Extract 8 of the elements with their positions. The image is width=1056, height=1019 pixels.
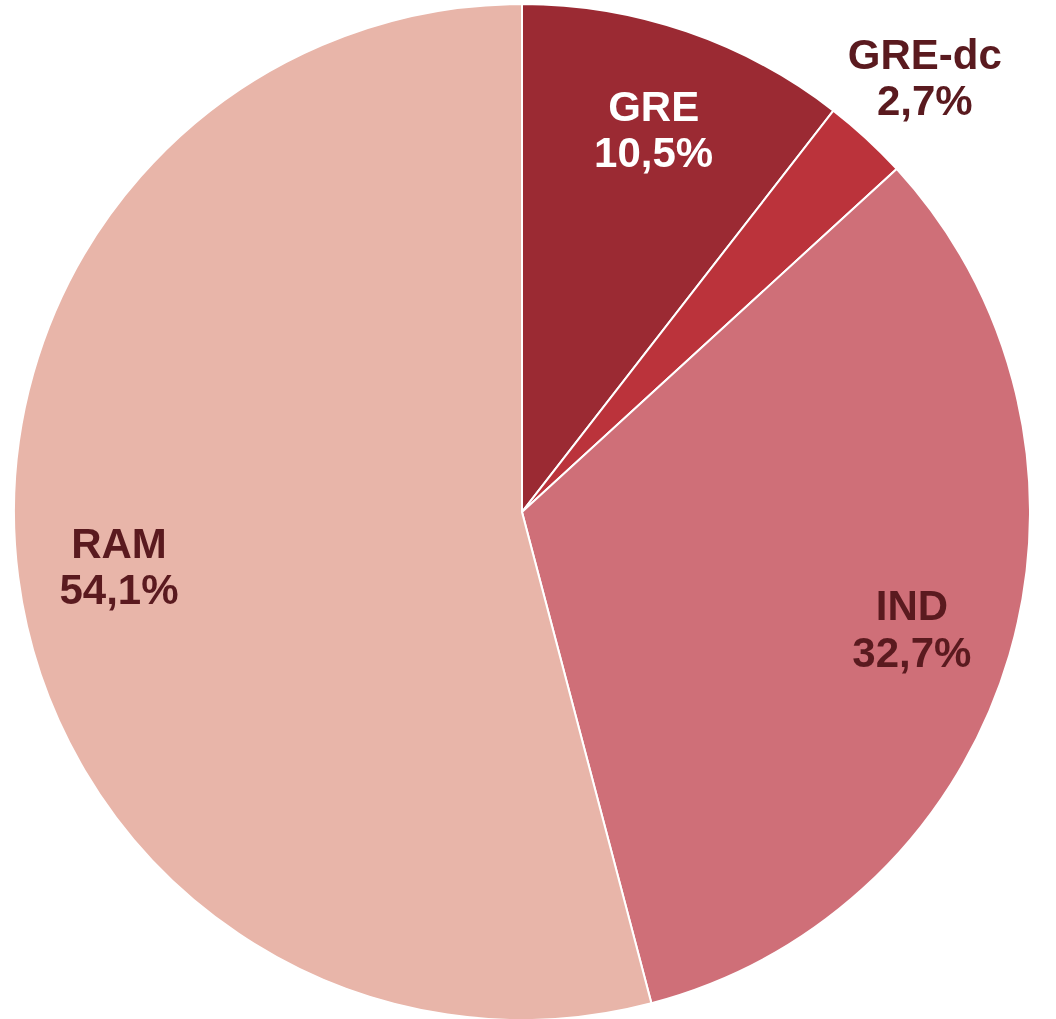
slice-label: IND bbox=[875, 582, 949, 630]
data-label: 2,7% bbox=[876, 76, 973, 124]
slice-label: RAM bbox=[71, 519, 167, 567]
slice-label: GRE-dc bbox=[847, 30, 1002, 78]
data-label: 32,7% bbox=[852, 628, 972, 676]
data-label: 54,1% bbox=[59, 566, 179, 614]
data-label: 10,5% bbox=[594, 129, 714, 177]
slice-label: GRE bbox=[608, 83, 700, 131]
